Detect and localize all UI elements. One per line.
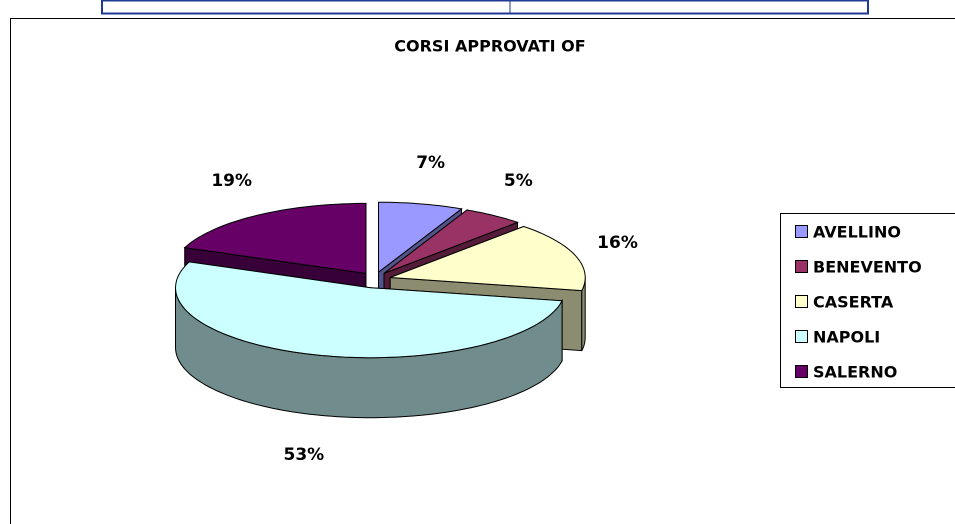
data-label: 5% — [504, 171, 533, 191]
legend-swatch — [795, 330, 808, 343]
legend-label: BENEVENTO — [813, 258, 922, 277]
data-label: 19% — [211, 171, 252, 191]
data-label: 16% — [597, 233, 638, 253]
data-label: 53% — [284, 445, 325, 465]
legend-label: NAPOLI — [813, 328, 880, 347]
legend-label: SALERNO — [813, 363, 897, 382]
legend-swatch — [795, 225, 808, 238]
slice-top — [378, 201, 463, 274]
legend-label: AVELLINO — [813, 223, 901, 242]
slice-top — [174, 261, 563, 359]
chart-title: CORSI APPROVATI OF — [394, 37, 585, 56]
data-label: 7% — [416, 153, 445, 173]
legend-swatch — [795, 365, 808, 378]
legend-label: CASERTA — [813, 293, 894, 312]
slice-top — [390, 225, 586, 292]
slice-top — [183, 202, 367, 274]
top-bar — [101, 0, 869, 15]
legend-swatch — [795, 260, 808, 273]
slice-top — [383, 209, 519, 274]
pie-slice — [174, 261, 563, 419]
legend-swatch — [795, 295, 808, 308]
legend-box — [780, 213, 955, 388]
